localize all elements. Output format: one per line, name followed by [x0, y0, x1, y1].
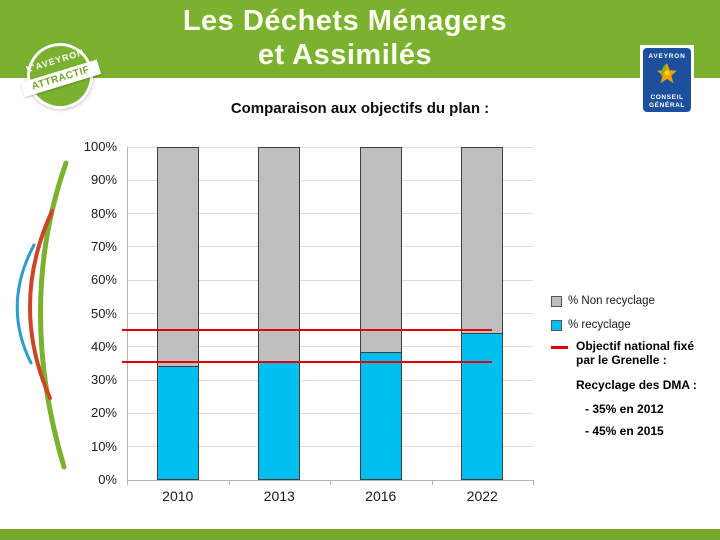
- bar-2022: [461, 147, 504, 480]
- gridline: [127, 446, 533, 448]
- page-title: Les Déchets Ménagers et Assimilés: [0, 4, 690, 72]
- decorative-arcs: [15, 160, 69, 470]
- arc-red: [28, 209, 54, 400]
- y-axis-line: [127, 147, 128, 480]
- legend-label: % Non recyclage: [568, 295, 655, 307]
- legend-label: % recyclage: [568, 319, 631, 331]
- gridline: [127, 279, 533, 281]
- x-axis-label: 2022: [466, 488, 498, 504]
- gridline: [127, 346, 533, 348]
- council-line1: CONSEIL: [650, 94, 684, 101]
- objective-line-35.5: [122, 360, 492, 363]
- bar-2010: [156, 147, 199, 480]
- legend-item-non-recyclage: % Non recyclage: [551, 295, 655, 307]
- y-axis-label: 90%: [90, 172, 117, 188]
- gridline: [127, 246, 533, 248]
- arc-blue: [15, 243, 36, 365]
- objective-text-line4: - 35% en 2012: [585, 402, 664, 416]
- conseil-general-badge: AVEYRON CONSEIL GÉNÉRAL: [643, 48, 691, 112]
- arc-green: [38, 160, 69, 470]
- bar-segment-recyclage: [462, 333, 503, 479]
- x-axis-label: 2016: [365, 488, 397, 504]
- objective-line-45: [122, 329, 492, 332]
- x-axis-label: 2010: [162, 488, 194, 504]
- x-axis-tick: [228, 480, 230, 485]
- conseil-general-logo: AVEYRON CONSEIL GÉNÉRAL: [640, 45, 694, 115]
- gridline: [127, 313, 533, 314]
- legend-swatch-gray: [551, 295, 562, 307]
- legend-item-recyclage: % recyclage: [551, 319, 631, 331]
- legend-swatch-cyan: [551, 319, 562, 331]
- objective-text-line2: par le Grenelle :: [576, 353, 667, 367]
- council-line2: GÉNÉRAL: [649, 102, 685, 109]
- y-axis-label: 50%: [90, 305, 117, 321]
- objective-text-line3: Recyclage des DMA :: [576, 378, 697, 392]
- x-axis-tick: [431, 480, 433, 485]
- footer-bar: [0, 529, 720, 540]
- gridline: [127, 179, 533, 181]
- y-axis-label: 100%: [83, 139, 117, 154]
- x-axis-tick: [330, 480, 331, 485]
- bar-segment-recyclage: [360, 351, 401, 479]
- gridline: [127, 146, 533, 148]
- council-bottom-label: CONSEIL GÉNÉRAL: [643, 94, 691, 110]
- bar-2016: [359, 147, 402, 480]
- y-axis-label: 20%: [90, 405, 117, 421]
- y-axis-label: 60%: [90, 272, 117, 288]
- y-axis-label: 70%: [90, 238, 117, 254]
- x-axis-label: 2013: [263, 488, 295, 504]
- page-title-line2: et Assimilés: [257, 39, 433, 71]
- y-axis-label: 0%: [98, 472, 117, 487]
- bar-segment-recyclage: [259, 361, 300, 479]
- star-icon: [657, 63, 677, 84]
- x-axis-tick: [533, 480, 534, 485]
- council-top-label: AVEYRON: [648, 53, 686, 60]
- y-axis-label: 30%: [90, 372, 117, 388]
- header-banner: Les Déchets Ménagers et Assimilés: [0, 0, 720, 78]
- gridline: [127, 412, 533, 414]
- y-axis-label: 80%: [90, 205, 117, 221]
- bar-segment-recyclage: [157, 366, 198, 479]
- objective-text-line1: Objectif national fixé: [576, 339, 695, 353]
- x-axis-tick: [127, 480, 128, 485]
- chart-subtitle: Comparaison aux objectifs du plan :: [230, 100, 490, 117]
- y-axis-label: 40%: [90, 338, 117, 354]
- y-axis-label: 10%: [90, 438, 117, 454]
- objective-line-marker: [551, 346, 568, 349]
- gridline: [127, 213, 533, 215]
- objective-text-line5: - 45% en 2015: [585, 424, 664, 438]
- page-title-line1: Les Déchets Ménagers: [182, 5, 508, 37]
- bar-2013: [258, 147, 301, 480]
- gridline: [127, 379, 533, 381]
